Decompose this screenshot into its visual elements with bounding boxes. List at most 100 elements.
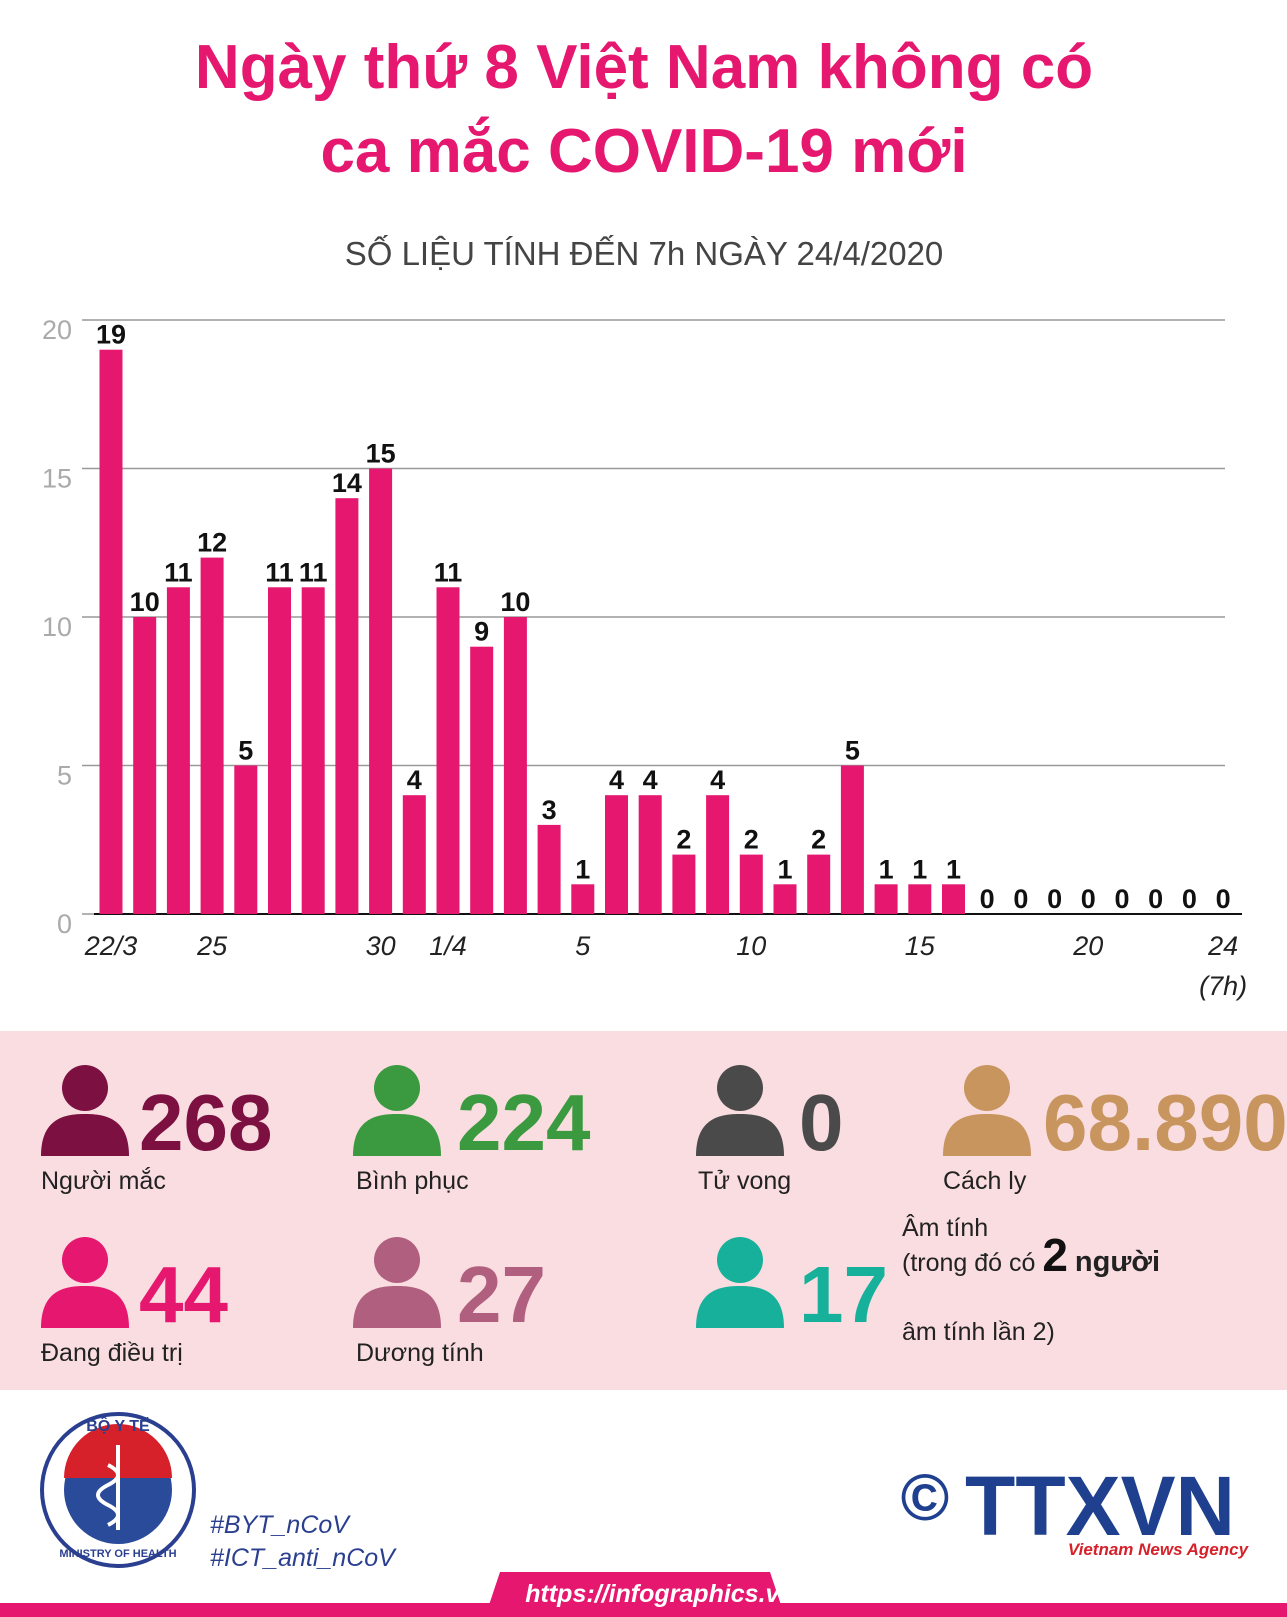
stat-label: Bình phục [356,1167,469,1195]
person-icon-body [41,1286,129,1328]
value-label: 5 [238,736,253,766]
x-tick-label: 15 [905,931,936,961]
value-label: 2 [744,825,759,855]
person-icon-head [717,1065,763,1111]
stat-value: 224 [457,1078,591,1167]
subtitle: SỐ LIỆU TÍNH ĐẾN 7h NGÀY 24/4/2020 [345,234,944,272]
value-label: 5 [845,736,860,766]
x-tick-label: 10 [736,931,766,961]
bar [874,884,898,914]
stat-label: Âm tính [902,1213,988,1242]
bar [672,854,696,914]
stat-value: 17 [799,1250,888,1339]
value-label: 11 [265,557,294,587]
y-tick-label: 20 [42,315,72,345]
bar [942,884,965,914]
person-icon-body [943,1114,1031,1156]
url[interactable]: https://infographics.vn [525,1580,794,1608]
value-label: 4 [407,765,422,795]
value-label: 2 [811,825,826,855]
bar [268,587,291,914]
stat-label: Người mắc [41,1166,166,1195]
bar [807,854,831,914]
value-label: 11 [164,557,193,587]
value-label: 2 [676,825,691,855]
value-label: 14 [332,468,362,498]
bar [436,587,460,914]
value-label: 11 [434,557,463,587]
logo [40,1412,196,1568]
x-tick-label: 20 [1072,931,1103,961]
value-label: 0 [1047,884,1062,914]
x-tick-label: 1/4 [429,931,467,961]
value-label: 0 [1148,884,1163,914]
value-label: 11 [299,557,328,587]
bar [908,884,932,914]
value-label: 4 [609,765,624,795]
bar [706,795,730,914]
value-label: 9 [474,617,489,647]
x-tick-label: 25 [196,931,228,961]
title-line: Ngày thứ 8 Việt Nam không có [195,33,1093,102]
negative-note: âm tính lần 2) [902,1318,1055,1346]
value-label: 15 [366,439,396,469]
value-label: 1 [912,854,927,884]
value-label: 0 [1013,884,1028,914]
x-note: (7h) [1199,971,1247,1001]
stat-label: Tử vong [698,1167,791,1195]
hashtag: #ICT_anti_nCoV [210,1544,397,1572]
bar [605,795,628,914]
stat-value: 268 [139,1078,272,1167]
bar [773,884,797,914]
person-icon-head [374,1065,420,1111]
y-tick-label: 10 [42,612,72,642]
negative-note: (trong đó có 2 người [902,1229,1160,1281]
bar [335,498,359,914]
person-icon-head [964,1065,1010,1111]
url-tab [485,1572,785,1617]
note-text: (trong đó có [902,1249,1035,1277]
stat-label: Cách ly [943,1167,1027,1195]
value-label: 0 [1081,884,1096,914]
y-tick-label: 15 [42,464,72,494]
person-icon-body [41,1114,129,1156]
person-icon-body [696,1114,784,1156]
note-number: 2 [1042,1229,1068,1281]
person-icon-body [353,1286,441,1328]
value-label: 0 [1216,884,1231,914]
person-icon-head [374,1237,420,1283]
stat-value: 27 [457,1250,546,1339]
bar [200,557,224,914]
bar [638,795,662,914]
bar [503,617,527,914]
person-icon-head [717,1237,763,1283]
title-line: ca mắc COVID-19 mới [320,117,967,186]
value-label: 4 [643,765,658,795]
value-label: 4 [710,765,725,795]
copyright: © [901,1460,950,1534]
value-label: 1 [946,854,961,884]
logo-top-text: BỘ Y TẾ [86,1416,150,1435]
bar [470,646,494,914]
note-text: người [1075,1246,1160,1278]
y-tick-label: 0 [57,909,72,939]
person-icon-body [696,1286,784,1328]
bar [537,824,561,914]
logo-bottom-text: MINISTRY OF HEALTH [59,1548,176,1560]
x-tick-label: 24 [1207,931,1238,961]
x-tick-label: 30 [366,931,396,961]
bar [369,468,393,914]
bar [133,617,157,914]
value-label: 10 [130,587,160,617]
bar [301,587,325,914]
stats-panel [0,1031,1287,1390]
agency-sub: Vietnam News Agency [1068,1540,1250,1559]
person-icon-head [62,1065,108,1111]
value-label: 19 [96,320,126,350]
stat-value: 0 [799,1078,844,1167]
value-label: 0 [980,884,995,914]
stat-label: Dương tính [356,1339,484,1367]
value-label: 1 [879,854,894,884]
value-label: 0 [1114,884,1129,914]
value-label: 0 [1182,884,1197,914]
